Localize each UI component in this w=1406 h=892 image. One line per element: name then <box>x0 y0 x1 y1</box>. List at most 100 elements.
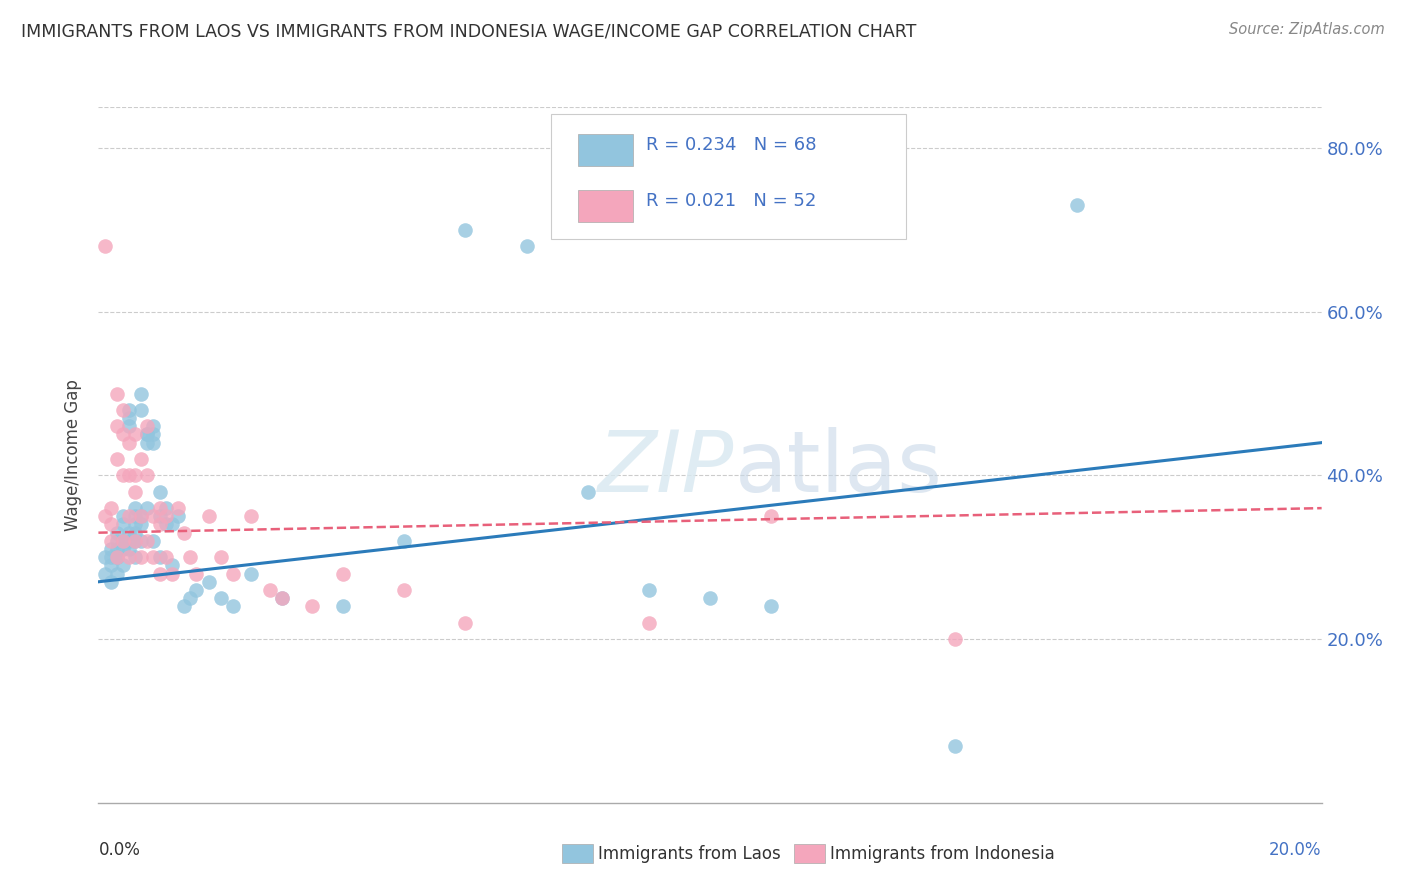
Point <box>129 509 152 524</box>
Point <box>136 435 159 450</box>
Point <box>576 484 599 499</box>
Point <box>301 599 323 614</box>
Point <box>124 509 146 524</box>
Text: atlas: atlas <box>734 427 942 510</box>
Point <box>759 509 782 524</box>
Point <box>186 582 208 597</box>
Point <box>129 550 152 565</box>
Point <box>100 558 122 573</box>
Point <box>149 501 172 516</box>
Point <box>142 427 165 442</box>
Point <box>392 582 416 597</box>
Point <box>197 574 219 589</box>
Point <box>136 468 159 483</box>
Point <box>240 566 263 581</box>
Point <box>179 591 201 606</box>
Point <box>332 599 354 614</box>
Point <box>111 468 134 483</box>
Point <box>93 566 115 581</box>
Point <box>105 452 128 467</box>
Point <box>93 239 115 253</box>
Point <box>124 533 146 548</box>
Point <box>111 533 134 548</box>
Point <box>454 615 477 630</box>
Text: R = 0.234   N = 68: R = 0.234 N = 68 <box>647 136 817 154</box>
Point <box>118 550 141 565</box>
Point <box>105 525 128 540</box>
Point <box>516 239 538 253</box>
Point <box>100 542 122 557</box>
Point <box>637 582 661 597</box>
Point <box>111 558 134 573</box>
Point <box>160 517 183 532</box>
Point <box>118 403 141 417</box>
Point <box>759 599 782 614</box>
Point <box>118 411 141 425</box>
Text: 0.0%: 0.0% <box>98 841 141 859</box>
Point <box>111 403 134 417</box>
Point <box>136 427 159 442</box>
Point <box>105 542 128 557</box>
Point <box>111 517 134 532</box>
Point <box>943 632 966 646</box>
Point <box>105 550 128 565</box>
Point <box>943 739 966 753</box>
Point <box>118 435 141 450</box>
Point <box>124 427 146 442</box>
Point <box>186 566 208 581</box>
Point <box>129 386 152 401</box>
Point <box>270 591 292 606</box>
Point <box>93 550 115 565</box>
Point <box>149 484 172 499</box>
Point <box>149 550 172 565</box>
Point <box>173 599 195 614</box>
Point <box>142 435 165 450</box>
Point <box>136 533 159 548</box>
Point <box>240 509 263 524</box>
Point <box>173 525 195 540</box>
Point <box>637 615 661 630</box>
Point <box>136 419 159 434</box>
Point <box>332 566 354 581</box>
Text: Immigrants from Laos: Immigrants from Laos <box>598 845 780 863</box>
Point <box>129 517 152 532</box>
Point <box>124 468 146 483</box>
Point <box>149 566 172 581</box>
Point <box>129 403 152 417</box>
Point <box>142 509 165 524</box>
Point <box>105 419 128 434</box>
Point <box>149 517 172 532</box>
Point <box>105 550 128 565</box>
Point <box>111 542 134 557</box>
Y-axis label: Wage/Income Gap: Wage/Income Gap <box>65 379 83 531</box>
Point <box>155 501 177 516</box>
Point <box>270 591 292 606</box>
Point <box>699 591 721 606</box>
Point <box>209 550 232 565</box>
Point <box>111 533 134 548</box>
Text: 20.0%: 20.0% <box>1270 841 1322 859</box>
Point <box>160 566 183 581</box>
Point <box>124 517 146 532</box>
Point <box>392 533 416 548</box>
Point <box>209 591 232 606</box>
Point <box>160 558 183 573</box>
Point <box>136 427 159 442</box>
Point <box>124 533 146 548</box>
Point <box>100 550 122 565</box>
Point <box>124 525 146 540</box>
Point <box>105 566 128 581</box>
Point <box>155 550 177 565</box>
Point <box>197 509 219 524</box>
Point <box>142 419 165 434</box>
FancyBboxPatch shape <box>578 190 633 222</box>
FancyBboxPatch shape <box>578 134 633 166</box>
Point <box>454 223 477 237</box>
Point <box>129 509 152 524</box>
Point <box>259 582 281 597</box>
Point <box>124 484 146 499</box>
Point <box>105 533 128 548</box>
Point <box>149 509 172 524</box>
Point <box>167 509 190 524</box>
Point <box>100 574 122 589</box>
